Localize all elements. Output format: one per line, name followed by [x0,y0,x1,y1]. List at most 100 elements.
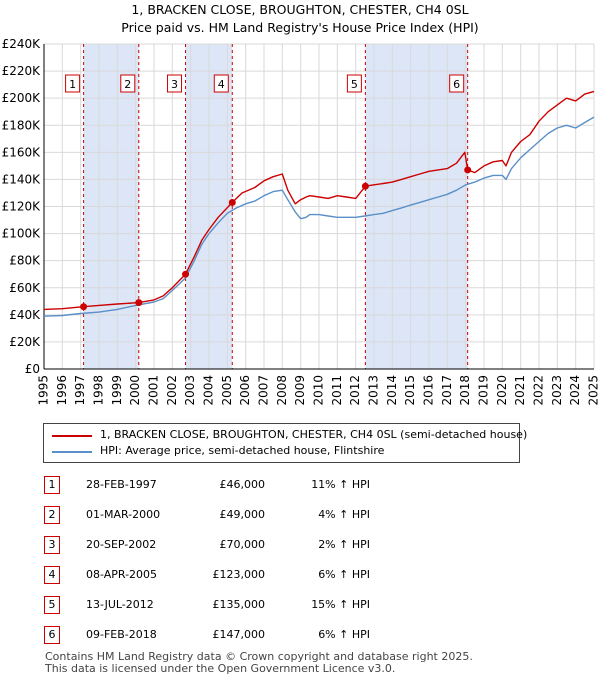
y-tick-label: £20K [9,335,41,349]
legend-label-hpi: HPI: Average price, semi-detached house,… [100,444,385,457]
y-tick-label: £140K [2,172,42,186]
x-tick-label: 2020 [495,375,509,406]
x-tick-label: 2006 [238,375,252,406]
sale-number-box [213,74,229,93]
sale-marker-badge: 4 [44,566,60,584]
x-tick-label: 1995 [37,375,51,406]
sale-number-label: 5 [351,78,358,91]
x-tick-label: 2009 [293,375,307,406]
x-tick-label: 2014 [385,375,399,406]
y-tick-label: £160K [2,145,42,159]
x-tick-label: 2000 [128,375,142,406]
y-tick-label: £80K [9,254,41,268]
sale-point [80,303,88,311]
series-line-hpi [43,116,595,317]
sale-point [464,166,472,174]
x-tick-label: 2017 [440,375,454,406]
legend-line-hpi [52,451,92,453]
sale-marker-badge: 5 [44,596,60,614]
series-line-property [43,90,595,311]
chart-title: 1, BRACKEN CLOSE, BROUGHTON, CHESTER, CH… [131,2,469,17]
legend-label-property: 1, BRACKEN CLOSE, BROUGHTON, CHESTER, CH… [100,428,528,441]
x-tick-label: 2025 [587,375,600,406]
sale-marker-badge: 2 [44,506,60,524]
sale-price: £147,000 [212,628,266,641]
x-tick-label: 2010 [312,375,326,406]
sale-point [228,198,236,206]
x-tick-label: 2003 [183,375,197,406]
x-tick-label: 1996 [55,375,69,406]
sale-point [361,182,369,190]
sale-row: 1 28-FEB-1997 £46,000 11% ↑ HPI [0,476,600,496]
sale-date: 08-APR-2005 [86,568,158,581]
y-tick-label: £100K [2,227,42,241]
x-tick-label: 2012 [348,375,362,406]
x-tick-label: 2001 [147,375,161,406]
chart-subtitle: Price paid vs. HM Land Registry's House … [121,20,479,35]
x-tick-label: 2023 [550,375,564,406]
sale-number-box [167,74,183,93]
sale-number-label: 1 [69,78,76,91]
sale-hpi-change: 15% ↑ HPI [311,598,370,611]
sale-point [135,299,143,307]
sale-hpi-change: 4% ↑ HPI [318,508,370,521]
y-tick-label: £220K [2,64,42,78]
sale-marker-badge: 3 [44,536,60,554]
x-tick-label: 2007 [257,375,271,406]
x-tick-label: 2004 [202,375,216,406]
x-tick-label: 2005 [220,375,234,406]
x-tick-label: 2013 [367,375,381,406]
sale-price: £46,000 [219,478,266,491]
sale-date: 09-FEB-2018 [86,628,157,641]
sale-marker-badge: 6 [44,626,60,644]
sale-price: £135,000 [212,598,266,611]
y-tick-label: £200K [2,91,42,105]
x-tick-label: 1997 [73,375,87,406]
x-tick-label: 1999 [110,375,124,406]
x-tick-label: 2022 [532,375,546,406]
y-tick-label: £180K [2,118,42,132]
sale-row: 4 08-APR-2005 £123,000 6% ↑ HPI [0,566,600,586]
x-tick-label: 2021 [513,375,527,406]
sale-date: 01-MAR-2000 [86,508,161,521]
sale-number-label: 2 [124,78,131,91]
sale-row: 2 01-MAR-2000 £49,000 4% ↑ HPI [0,506,600,526]
sale-point [182,270,190,278]
x-tick-label: 2018 [458,375,472,406]
sale-number-box [346,74,362,93]
x-tick-label: 2002 [165,375,179,406]
y-tick-label: £40K [9,308,41,322]
price-chart: £0 £20K £40K £60K £80K £100K £120K £140K £160K £1… [2,37,600,406]
y-tick-label: £0 [25,362,40,376]
y-tick-label: £120K [2,200,42,214]
x-tick-label: 2019 [477,375,491,406]
sale-hpi-change: 2% ↑ HPI [318,538,370,551]
sale-price: £70,000 [219,538,266,551]
x-tick-label: 2008 [275,375,289,406]
footer-licence: This data is licensed under the Open Gov… [45,662,396,675]
x-tick-label: 2011 [330,375,344,406]
sale-row: 3 20-SEP-2002 £70,000 2% ↑ HPI [0,536,600,556]
x-tick-label: 2015 [403,375,417,406]
x-tick-label: 2016 [422,375,436,406]
sale-row: 5 13-JUL-2012 £135,000 15% ↑ HPI [0,596,600,616]
sale-price: £49,000 [219,508,266,521]
legend-line-property [52,435,92,437]
sale-price: £123,000 [212,568,266,581]
footer-copyright: Contains HM Land Registry data © Crown c… [45,650,473,663]
sale-number-label: 4 [218,78,225,91]
sale-hpi-change: 11% ↑ HPI [311,478,370,491]
sale-date: 28-FEB-1997 [86,478,157,491]
sale-date: 13-JUL-2012 [86,598,154,611]
sale-number-box [449,74,465,93]
sale-number-box [65,74,81,93]
x-tick-label: 1998 [92,375,106,406]
sale-number-box [120,74,136,93]
sale-date: 20-SEP-2002 [86,538,157,551]
legend: 1, BRACKEN CLOSE, BROUGHTON, CHESTER, CH… [43,423,527,463]
sale-row: 6 09-FEB-2018 £147,000 6% ↑ HPI [0,626,600,646]
sale-number-label: 6 [453,78,460,91]
sale-hpi-change: 6% ↑ HPI [318,628,370,641]
sale-marker-badge: 1 [44,476,60,494]
y-tick-label: £240K [2,37,42,51]
